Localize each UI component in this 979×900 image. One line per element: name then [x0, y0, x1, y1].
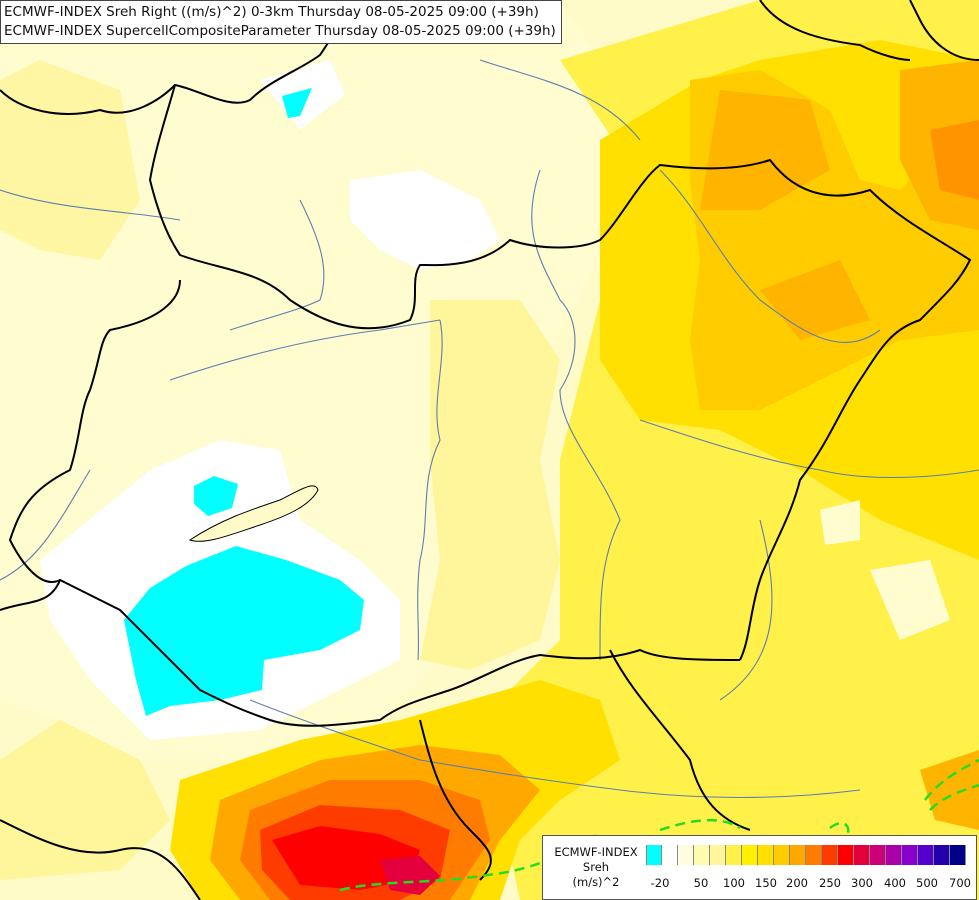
legend-swatch [678, 845, 694, 865]
legend-model: ECMWF-INDEX [554, 845, 638, 859]
legend-swatch [822, 845, 838, 865]
legend-swatch [758, 845, 774, 865]
legend-color-bar [646, 845, 966, 865]
legend-swatch [886, 845, 902, 865]
title-line-scp: ECMWF-INDEX SupercellCompositeParameter … [4, 23, 556, 39]
legend-swatch [870, 845, 886, 865]
legend-ticks: -20 50 100 150 200 250 300 400 500 700 [646, 876, 976, 892]
legend-swatch [838, 845, 854, 865]
lake-outline [188, 485, 319, 542]
legend-tick-label: 200 [786, 876, 808, 890]
legend-tick-label: 100 [723, 876, 745, 890]
legend-unit: (m/s)^2 [572, 875, 620, 889]
legend-swatch [662, 845, 678, 865]
legend-swatch [934, 845, 950, 865]
legend-tick-label: 50 [693, 876, 709, 890]
legend-swatch [790, 845, 806, 865]
legend-label: ECMWF-INDEX Sreh (m/s)^2 [547, 845, 645, 890]
legend-tick-label: 700 [949, 876, 971, 890]
legend-swatch [774, 845, 790, 865]
legend-tick-label: 500 [916, 876, 938, 890]
legend-swatch [918, 845, 934, 865]
color-legend: ECMWF-INDEX Sreh (m/s)^2 -20 50 100 150 200 2… [542, 835, 977, 900]
legend-tick-label: 150 [755, 876, 777, 890]
legend-swatch [742, 845, 758, 865]
legend-tick-label: -20 [650, 876, 670, 890]
legend-swatch [950, 845, 966, 865]
legend-variable: Sreh [582, 860, 610, 874]
legend-swatch [854, 845, 870, 865]
legend-swatch [646, 845, 662, 865]
rivers [0, 59, 979, 799]
legend-tick-label: 400 [884, 876, 906, 890]
title-line-sreh: ECMWF-INDEX Sreh Right ((m/s)^2) 0-3km T… [4, 4, 539, 20]
legend-swatch [806, 845, 822, 865]
legend-tick-label: 250 [819, 876, 841, 890]
legend-swatch [710, 845, 726, 865]
legend-swatch [726, 845, 742, 865]
map-title-box: ECMWF-INDEX Sreh Right ((m/s)^2) 0-3km T… [0, 0, 562, 44]
legend-swatch [694, 845, 710, 865]
legend-tick-label: 300 [851, 876, 873, 890]
legend-swatch [902, 845, 918, 865]
